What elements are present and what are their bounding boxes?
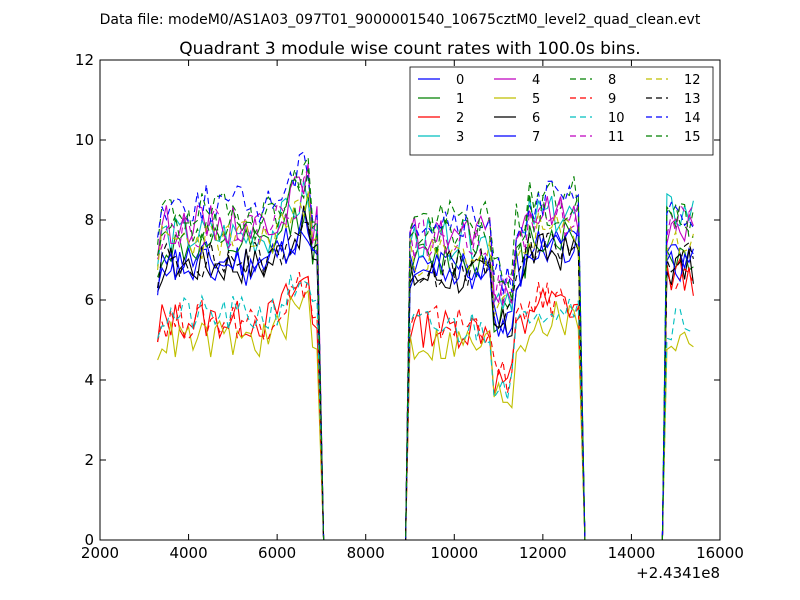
- legend-label: 9: [608, 92, 616, 107]
- legend-label: 3: [456, 130, 464, 145]
- series-line-2: [157, 256, 694, 540]
- series-line-10: [157, 274, 694, 540]
- legend-label: 11: [608, 130, 625, 145]
- series-line-14: [157, 151, 694, 540]
- series-lines: [157, 151, 694, 540]
- legend-label: 1: [456, 92, 464, 107]
- series-line-12: [157, 191, 694, 540]
- series-line-6: [157, 205, 694, 540]
- x-tick-label: 12000: [519, 544, 567, 562]
- y-tick-label: 0: [84, 531, 94, 549]
- x-tick-label: 6000: [258, 544, 296, 562]
- x-tick-label: 10000: [430, 544, 478, 562]
- chart-supertitle: Data file: modeM0/AS1A03_097T01_90000015…: [100, 12, 701, 28]
- y-tick-label: 8: [84, 211, 94, 229]
- series-line-8: [157, 155, 694, 540]
- legend-label: 0: [456, 73, 464, 88]
- series-line-13: [157, 221, 694, 540]
- series-line-7: [157, 227, 694, 540]
- legend-label: 14: [684, 111, 701, 126]
- x-tick-label: 16000: [696, 544, 744, 562]
- legend-label: 2: [456, 111, 464, 126]
- series-line-11: [157, 167, 694, 540]
- x-axis-offset-label: +2.4341e8: [636, 564, 720, 582]
- legend-label: 13: [684, 92, 701, 107]
- x-tick-label: 8000: [347, 544, 385, 562]
- legend-frame: [409, 66, 714, 156]
- x-tick-label: 14000: [608, 544, 656, 562]
- series-line-15: [157, 169, 694, 540]
- legend-label: 12: [684, 73, 701, 88]
- y-tick-label: 6: [84, 291, 94, 309]
- x-tick-label: 2000: [81, 544, 119, 562]
- x-tick-label: 4000: [169, 544, 207, 562]
- legend-label: 4: [532, 73, 540, 88]
- legend-label: 10: [608, 111, 625, 126]
- legend-label: 8: [608, 73, 616, 88]
- chart-title: Quadrant 3 module wise count rates with …: [179, 39, 640, 59]
- y-tick-label: 12: [75, 51, 94, 69]
- legend-label: 5: [532, 92, 540, 107]
- legend-label: 15: [684, 130, 701, 145]
- series-line-0: [157, 206, 694, 540]
- y-tick-label: 2: [84, 451, 94, 469]
- y-tick-label: 4: [84, 371, 94, 389]
- series-line-3: [157, 180, 694, 540]
- legend-label: 7: [532, 130, 540, 145]
- legend-label: 6: [532, 111, 540, 126]
- axis-ticks: 2000 4000 6000 8000 10000 12000 14000 16000 0 2 4 6…: [75, 51, 744, 562]
- series-line-5: [157, 289, 694, 540]
- series-line-1: [157, 192, 694, 540]
- y-tick-label: 10: [75, 131, 94, 149]
